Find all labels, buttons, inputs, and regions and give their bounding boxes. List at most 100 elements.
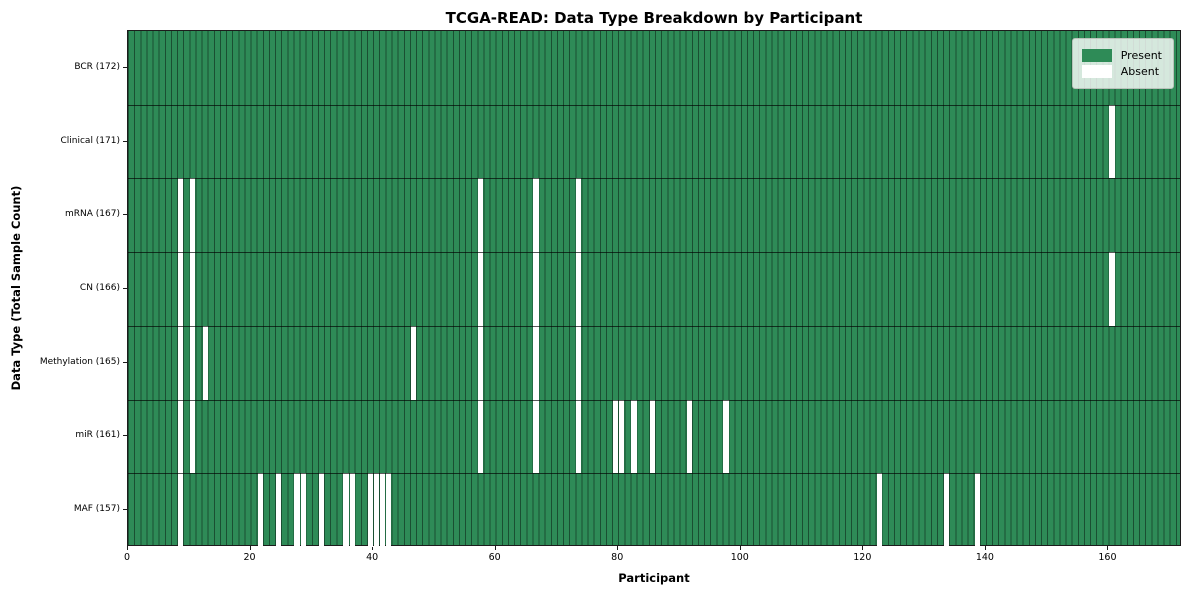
absent-cell xyxy=(410,325,416,400)
absent-cell xyxy=(1109,252,1115,326)
absent-cell xyxy=(202,325,208,400)
absent-cell xyxy=(478,325,484,400)
x-tick-label: 40 xyxy=(366,552,379,563)
absent-cell xyxy=(576,325,582,400)
row-separator xyxy=(128,399,1180,401)
absent-cell xyxy=(380,473,386,547)
absent-cell xyxy=(478,399,484,474)
present-swatch xyxy=(1081,49,1112,62)
absent-cell xyxy=(300,473,306,547)
y-tick-label-methylation: Methylation (165) xyxy=(39,356,120,367)
heatmap-row-clinical xyxy=(128,104,1180,179)
absent-cell xyxy=(276,473,282,547)
x-tick-label: 60 xyxy=(488,552,501,563)
absent-cell xyxy=(190,252,196,326)
x-tick-label: 160 xyxy=(1098,552,1117,563)
absent-cell xyxy=(190,178,196,253)
y-tick-label-maf: MAF (157) xyxy=(73,504,120,515)
row-separator xyxy=(128,252,1180,254)
heatmap-row-cn xyxy=(128,252,1180,326)
absent-cell xyxy=(686,399,692,474)
x-tick-mark xyxy=(739,546,741,550)
y-tick-label-mrna: mRNA (167) xyxy=(65,209,120,220)
y-tick-label-bcr: BCR (172) xyxy=(74,61,120,72)
absent-cell xyxy=(974,473,980,547)
x-tick-label: 80 xyxy=(611,552,624,563)
x-tick-mark xyxy=(249,546,251,550)
y-tick-label-mir: miR (161) xyxy=(75,430,120,441)
x-tick-mark xyxy=(617,546,619,550)
absent-cell xyxy=(386,473,392,547)
legend-present-label: Present xyxy=(1120,49,1162,62)
absent-cell xyxy=(533,252,539,326)
legend-item-present: Present xyxy=(1081,49,1162,62)
absent-cell xyxy=(1109,104,1115,179)
absent-cell xyxy=(257,473,263,547)
absent-cell xyxy=(533,178,539,253)
x-tick-label: 140 xyxy=(975,552,994,563)
absent-cell xyxy=(178,178,184,253)
x-tick-label: 0 xyxy=(123,552,131,563)
x-axis-title: Participant xyxy=(618,571,690,585)
absent-cell xyxy=(876,473,882,547)
absent-cell xyxy=(374,473,380,547)
absent-cell xyxy=(190,325,196,400)
legend-absent-label: Absent xyxy=(1120,65,1160,78)
row-separator xyxy=(128,473,1180,475)
absent-cell xyxy=(576,399,582,474)
y-tick-mark xyxy=(123,435,127,437)
heatmap-row-bcr xyxy=(128,31,1180,105)
absent-cell xyxy=(190,399,196,474)
x-tick-mark xyxy=(862,546,864,550)
y-tick-mark xyxy=(123,361,127,363)
legend: Present Absent xyxy=(1071,38,1174,89)
y-tick-mark xyxy=(123,288,127,289)
row-separator xyxy=(128,178,1180,180)
chart-title: TCGA-READ: Data Type Breakdown by Partic… xyxy=(445,9,863,27)
absent-cell xyxy=(533,325,539,400)
x-tick-mark xyxy=(127,546,128,550)
absent-cell xyxy=(649,399,655,474)
absent-cell xyxy=(613,399,619,474)
absent-swatch xyxy=(1081,65,1112,78)
absent-cell xyxy=(944,473,950,547)
absent-cell xyxy=(349,473,355,547)
absent-cell xyxy=(723,399,729,474)
y-tick-mark xyxy=(123,509,127,511)
absent-cell xyxy=(318,473,325,547)
y-tick-mark xyxy=(123,66,127,68)
absent-cell xyxy=(178,325,184,400)
absent-cell xyxy=(178,252,184,326)
row-separator xyxy=(128,104,1180,106)
absent-cell xyxy=(478,252,484,326)
row-separator xyxy=(128,325,1180,327)
absent-cell xyxy=(631,399,637,474)
absent-cell xyxy=(178,473,184,547)
x-tick-mark xyxy=(1107,546,1109,550)
x-tick-mark xyxy=(984,546,986,550)
x-tick-label: 100 xyxy=(730,552,749,563)
absent-cell xyxy=(576,252,582,326)
absent-cell xyxy=(478,178,484,253)
absent-cell xyxy=(619,399,625,474)
absent-cell xyxy=(343,473,349,547)
x-tick-mark xyxy=(372,546,374,550)
y-tick-label-cn: CN (166) xyxy=(79,283,120,293)
legend-item-absent: Absent xyxy=(1081,65,1162,78)
absent-cell xyxy=(178,399,184,474)
x-tick-label: 20 xyxy=(243,552,256,563)
absent-cell xyxy=(294,473,300,547)
heatmap-row-methylation xyxy=(128,325,1180,400)
x-tick-label: 120 xyxy=(853,552,872,563)
absent-cell xyxy=(367,473,374,547)
y-tick-mark xyxy=(123,214,127,216)
x-tick-mark xyxy=(494,546,496,550)
heatmap-row-mir xyxy=(128,399,1180,474)
absent-cell xyxy=(533,399,539,474)
plot-area: Present Absent xyxy=(127,30,1181,547)
y-tick-label-clinical: Clinical (171) xyxy=(60,135,120,146)
absent-cell xyxy=(576,178,582,253)
heatmap-row-mrna xyxy=(128,178,1180,253)
heatmap-row-maf xyxy=(128,473,1180,547)
